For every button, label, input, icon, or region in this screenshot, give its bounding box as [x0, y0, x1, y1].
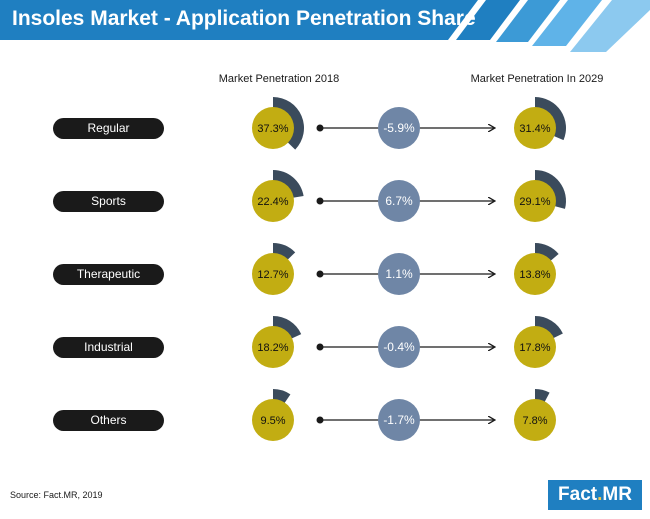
share-label-2029: 29.1% — [519, 196, 550, 208]
share-label-2029: 7.8% — [522, 415, 547, 427]
share-label-2018: 22.4% — [257, 196, 288, 208]
banner-background — [0, 0, 478, 40]
share-label-2018: 12.7% — [257, 269, 288, 281]
category-label: Therapeutic — [77, 267, 140, 281]
category-label: Industrial — [84, 340, 133, 354]
share-circle-2018 — [252, 253, 294, 295]
share-circle-2029 — [514, 326, 556, 368]
share-circle-2029 — [514, 253, 556, 295]
category-pill — [53, 264, 164, 285]
category-pill — [53, 118, 164, 139]
share-ring-2018 — [273, 170, 304, 199]
share-circle-2018 — [252, 107, 294, 149]
category-pill — [53, 410, 164, 431]
change-circle — [378, 326, 420, 368]
share-circle-2018 — [252, 399, 294, 441]
share-circle-2029 — [514, 180, 556, 222]
source-note: Source: Fact.MR, 2019 — [10, 490, 103, 500]
share-circle-2029 — [514, 107, 556, 149]
share-label-2029: 31.4% — [519, 123, 550, 135]
column-header-2018: Market Penetration 2018 — [219, 73, 339, 85]
chart-title: Insoles Market - Application Penetration… — [12, 7, 476, 30]
change-label: -1.7% — [383, 413, 415, 427]
share-label-2018: 9.5% — [260, 415, 285, 427]
change-circle — [378, 253, 420, 295]
category-pill — [53, 191, 164, 212]
share-label-2018: 18.2% — [257, 342, 288, 354]
title-banner — [0, 0, 650, 52]
category-label: Sports — [91, 194, 126, 208]
banner-stripe — [532, 0, 602, 46]
change-label: 1.1% — [385, 267, 413, 281]
logo-left: Fact — [558, 484, 598, 505]
logo-dot: . — [597, 484, 603, 505]
change-circle — [378, 399, 420, 441]
column-header-2029: Market Penetration In 2029 — [471, 73, 604, 85]
category-label: Others — [90, 413, 126, 427]
share-label-2018: 37.3% — [257, 123, 288, 135]
banner-stripe — [496, 0, 560, 42]
share-circle-2018 — [252, 326, 294, 368]
factmr-logo: Fact.MR — [548, 480, 642, 510]
change-circle — [378, 180, 420, 222]
banner-stripe — [456, 0, 520, 40]
application-rows: Regular 37.3% -5.9% 31.4% Sports 22.4% 6.7% 29.… — [53, 97, 566, 441]
share-circle-2018 — [252, 180, 294, 222]
share-label-2029: 13.8% — [519, 269, 550, 281]
category-label: Regular — [87, 121, 129, 135]
change-circle — [378, 107, 420, 149]
share-circle-2029 — [514, 399, 556, 441]
change-label: -0.4% — [383, 340, 415, 354]
share-label-2029: 17.8% — [519, 342, 550, 354]
banner-stripe — [570, 0, 650, 52]
change-label: -5.9% — [383, 121, 415, 135]
category-pill — [53, 337, 164, 358]
change-label: 6.7% — [385, 194, 413, 208]
logo-right: MR — [602, 484, 632, 505]
